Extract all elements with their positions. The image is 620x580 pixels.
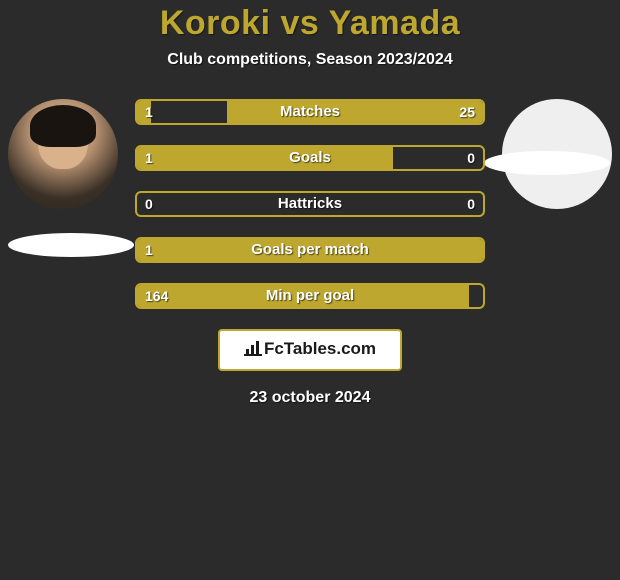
player-name-badge-right [484, 151, 610, 175]
stat-bar: Min per goal164 [135, 283, 485, 309]
stat-label: Goals [137, 147, 483, 169]
brand-logo: FcTables.com [218, 329, 402, 371]
stat-value-left: 1 [145, 239, 153, 261]
comparison-body: Matches125Goals10Hattricks00Goals per ma… [0, 99, 620, 309]
page-title: Koroki vs Yamada [0, 4, 620, 43]
brand-logo-text: FcTables.com [264, 339, 376, 358]
stat-bars: Matches125Goals10Hattricks00Goals per ma… [135, 99, 485, 309]
stat-label: Min per goal [137, 285, 483, 307]
stat-value-right: 0 [467, 193, 475, 215]
stat-bar: Goals per match1 [135, 237, 485, 263]
chart-icon [244, 340, 262, 361]
stat-value-left: 1 [145, 147, 153, 169]
subtitle: Club competitions, Season 2023/2024 [0, 51, 620, 69]
date-label: 23 october 2024 [0, 389, 620, 407]
player-name-badge-left [8, 233, 134, 257]
stat-bar: Matches1 25 [135, 99, 485, 125]
stat-value-right: 0 [467, 147, 475, 169]
stat-bar: Goals1 0 [135, 145, 485, 171]
player-avatar-left [8, 99, 118, 209]
stat-label: Hattricks [137, 193, 483, 215]
stat-value-left: 1 [145, 101, 153, 123]
stat-bar: Hattricks0 0 [135, 191, 485, 217]
stat-value-left: 164 [145, 285, 168, 307]
stat-label: Goals per match [137, 239, 483, 261]
stat-value-right: 25 [459, 101, 475, 123]
stat-label: Matches [137, 101, 483, 123]
stat-value-left: 0 [145, 193, 153, 215]
